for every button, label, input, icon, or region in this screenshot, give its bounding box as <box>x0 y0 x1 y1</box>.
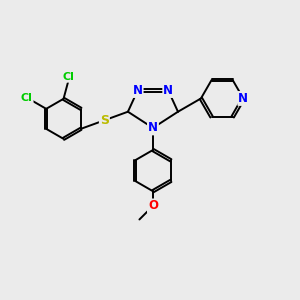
Text: S: S <box>100 114 109 127</box>
Text: N: N <box>163 84 173 97</box>
Text: O: O <box>148 200 158 212</box>
Text: Cl: Cl <box>63 72 74 82</box>
Text: N: N <box>148 122 158 134</box>
Text: N: N <box>133 84 142 97</box>
Text: Cl: Cl <box>21 93 33 103</box>
Text: N: N <box>238 92 248 105</box>
